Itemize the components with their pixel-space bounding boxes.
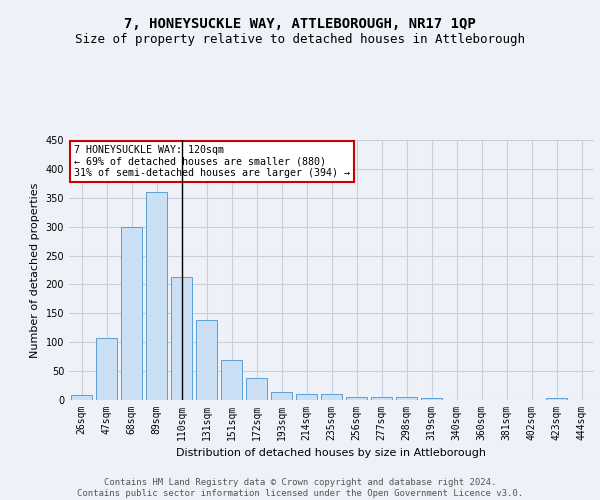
Bar xyxy=(346,397,367,400)
Bar xyxy=(371,397,392,400)
X-axis label: Distribution of detached houses by size in Attleborough: Distribution of detached houses by size … xyxy=(176,448,487,458)
Bar xyxy=(221,360,242,400)
Text: 7, HONEYSUCKLE WAY, ATTLEBOROUGH, NR17 1QP: 7, HONEYSUCKLE WAY, ATTLEBOROUGH, NR17 1… xyxy=(124,18,476,32)
Bar xyxy=(171,277,192,400)
Text: 7 HONEYSUCKLE WAY: 120sqm
← 69% of detached houses are smaller (880)
31% of semi: 7 HONEYSUCKLE WAY: 120sqm ← 69% of detac… xyxy=(74,145,350,178)
Text: Contains HM Land Registry data © Crown copyright and database right 2024.
Contai: Contains HM Land Registry data © Crown c… xyxy=(77,478,523,498)
Bar xyxy=(146,192,167,400)
Bar xyxy=(121,226,142,400)
Bar xyxy=(96,338,117,400)
Bar xyxy=(271,392,292,400)
Bar xyxy=(296,394,317,400)
Y-axis label: Number of detached properties: Number of detached properties xyxy=(30,182,40,358)
Bar xyxy=(546,398,567,400)
Bar xyxy=(396,397,417,400)
Bar xyxy=(421,398,442,400)
Bar xyxy=(246,378,267,400)
Bar xyxy=(196,320,217,400)
Bar xyxy=(71,396,92,400)
Text: Size of property relative to detached houses in Attleborough: Size of property relative to detached ho… xyxy=(75,32,525,46)
Bar xyxy=(321,394,342,400)
